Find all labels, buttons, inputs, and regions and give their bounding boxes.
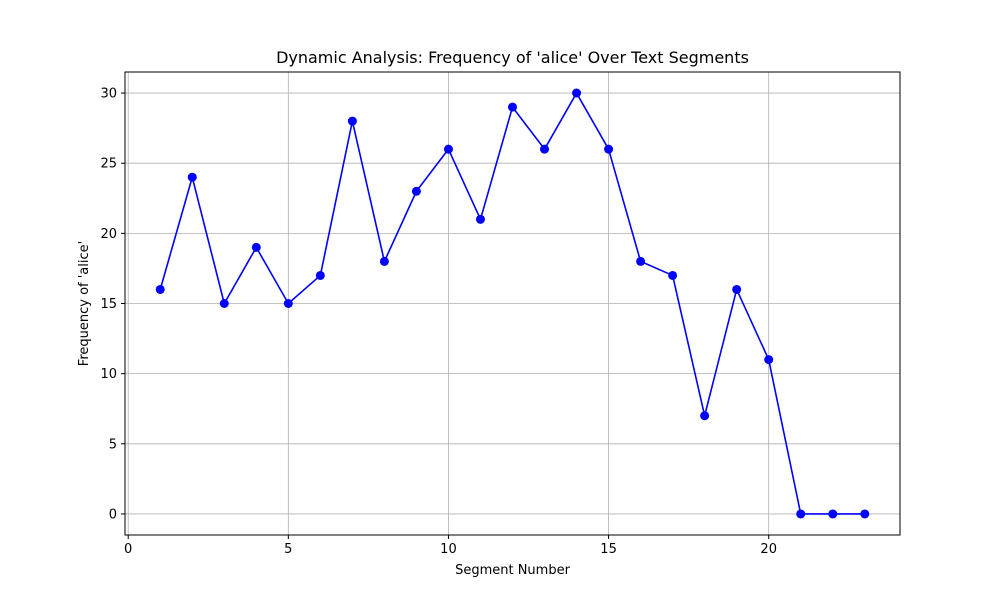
x-tick-label: 20 (760, 542, 777, 557)
data-point (379, 256, 389, 266)
x-tick-label: 10 (440, 542, 457, 557)
data-point (251, 242, 261, 252)
y-tick-label: 5 (109, 437, 117, 452)
data-point (604, 144, 614, 154)
y-axis-label: Frequency of 'alice' (77, 241, 92, 366)
data-point (572, 88, 582, 98)
data-point (796, 509, 806, 519)
series-layer (155, 88, 870, 519)
data-point (411, 186, 421, 196)
data-point (700, 411, 710, 421)
data-point (828, 509, 838, 519)
y-tick-label: 0 (109, 507, 117, 522)
data-point (219, 299, 229, 308)
y-tick-label: 25 (100, 157, 117, 172)
data-point (732, 284, 742, 294)
data-point (860, 509, 870, 519)
data-point (155, 284, 165, 294)
data-point (475, 214, 485, 224)
grid (125, 72, 900, 535)
data-point (187, 172, 197, 182)
x-tick-label: 5 (284, 542, 292, 557)
data-point (315, 270, 325, 280)
data-point (283, 299, 293, 308)
x-axis-label: Segment Number (455, 563, 571, 578)
y-tick-label: 30 (100, 87, 117, 102)
data-point (347, 116, 357, 126)
x-tick-label: 15 (600, 542, 617, 557)
data-point (443, 144, 453, 154)
x-tick-label: 0 (124, 542, 132, 557)
data-point (508, 102, 517, 112)
y-tick-label: 15 (100, 297, 117, 312)
data-point (668, 270, 678, 280)
chart-title: Dynamic Analysis: Frequency of 'alice' O… (276, 48, 749, 67)
ticks: 0 5 10 15 20 0 5 10 15 20 25 30 (100, 87, 777, 557)
y-tick-label: 10 (100, 367, 117, 382)
y-tick-label: 20 (100, 227, 117, 242)
data-point (540, 144, 550, 154)
data-point (764, 355, 774, 365)
data-point (636, 256, 646, 266)
